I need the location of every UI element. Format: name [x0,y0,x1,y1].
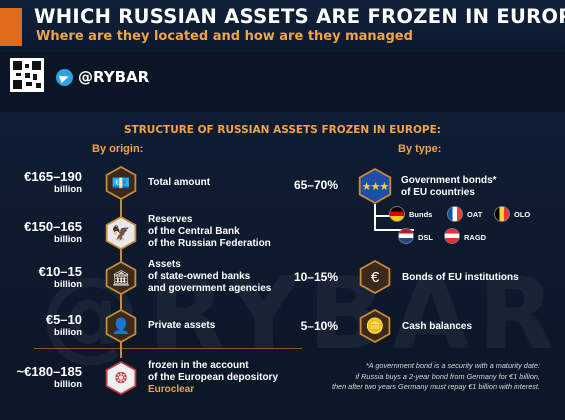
header: WHICH RUSSIAN ASSETS ARE FROZEN IN EUROP… [0,0,565,52]
euroclear-amount: ~€180–185 billion [16,364,82,390]
by-origin-heading: By origin: [92,143,144,155]
france-flag-icon [447,206,463,222]
type-label-cash: Cash balances [402,321,473,332]
eu-flag-icon: ★★★ [358,168,392,204]
section-title: STRUCTURE OF RUSSIAN ASSETS FROZEN IN EU… [123,124,441,136]
footnote: *A government bond is a security with a … [331,361,540,391]
austria-flag-icon [444,228,460,244]
header-accent-bar [0,8,22,46]
germany-flag-icon [389,206,405,222]
divider [34,348,302,349]
origin-amount-central-bank: €150–165 billion [24,219,82,245]
origin-amount-state-banks: €10–15 billion [38,264,82,290]
type-pct-cash: 5–10% [300,319,338,333]
money-icon: 💶 [105,166,137,200]
origin-label-private: Private assets [148,320,216,331]
bond-name-oat: OAT [467,210,483,219]
origin-label-central-bank: Reserves of the Central Bank of the Russ… [148,214,271,249]
bonds-tree-line [374,229,414,231]
euroclear-label: frozen in the account of the European de… [148,360,279,395]
bond-name-olo: OLO [514,210,531,219]
type-pct-gov-bonds: 65–70% [293,178,338,192]
euroclear-name: Euroclear [148,384,195,395]
by-type-heading: By type: [398,143,442,155]
page-title: WHICH RUSSIAN ASSETS ARE FROZEN IN EUROP… [34,5,565,28]
type-pct-eu-institutions: 10–15% [293,270,338,284]
qr-code-icon[interactable] [10,58,44,92]
bond-name-bunds: Bunds [409,210,433,219]
central-bank-emblem-icon: 🦅 [105,216,137,250]
origin-label-state-banks: Assets of state-owned banks and governme… [148,259,272,294]
origin-amount-private: €5–10 billion [45,312,82,338]
belgium-flag-icon [494,206,510,222]
netherlands-flag-icon [398,228,414,244]
type-label-gov-bonds: Government bonds* of EU countries [401,175,497,198]
telegram-icon [56,68,73,86]
page-subtitle: Where are they located and how are they … [36,29,413,44]
brand-handle[interactable]: @RYBAR [56,67,149,87]
bonds-tree-line [374,215,390,217]
origin-amount-total: €165–190 billion [24,169,82,195]
brand-name: @RYBAR [78,68,150,86]
origin-label-total: Total amount [148,177,211,188]
bond-name-ragd: RAGD [464,233,487,242]
bond-name-dsl: DSL [418,233,433,242]
type-label-eu-institutions: Bonds of EU institutions [402,272,519,283]
bonds-tree-line [374,204,376,230]
main-panel [0,112,565,420]
